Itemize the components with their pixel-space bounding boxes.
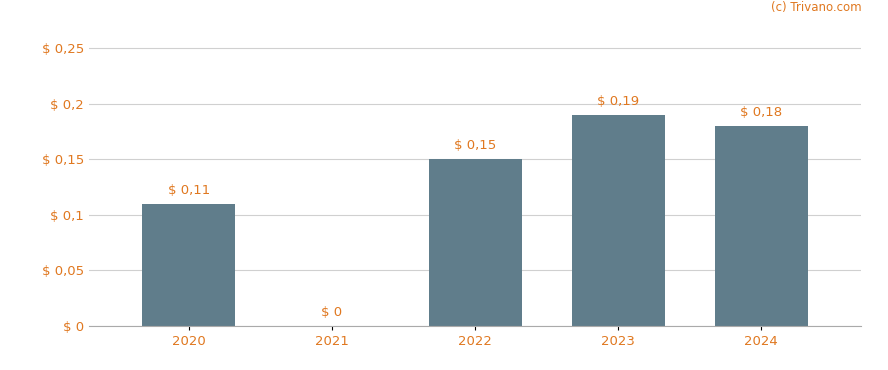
Bar xyxy=(572,115,664,326)
Bar xyxy=(142,204,235,326)
Bar xyxy=(715,126,808,326)
Text: $ 0,11: $ 0,11 xyxy=(168,184,210,197)
Text: (c) Trivano.com: (c) Trivano.com xyxy=(771,1,861,14)
Text: $ 0,18: $ 0,18 xyxy=(741,106,782,119)
Text: $ 0,19: $ 0,19 xyxy=(597,95,639,108)
Text: $ 0: $ 0 xyxy=(321,306,343,319)
Text: $ 0,15: $ 0,15 xyxy=(454,139,496,152)
Bar xyxy=(429,159,521,326)
